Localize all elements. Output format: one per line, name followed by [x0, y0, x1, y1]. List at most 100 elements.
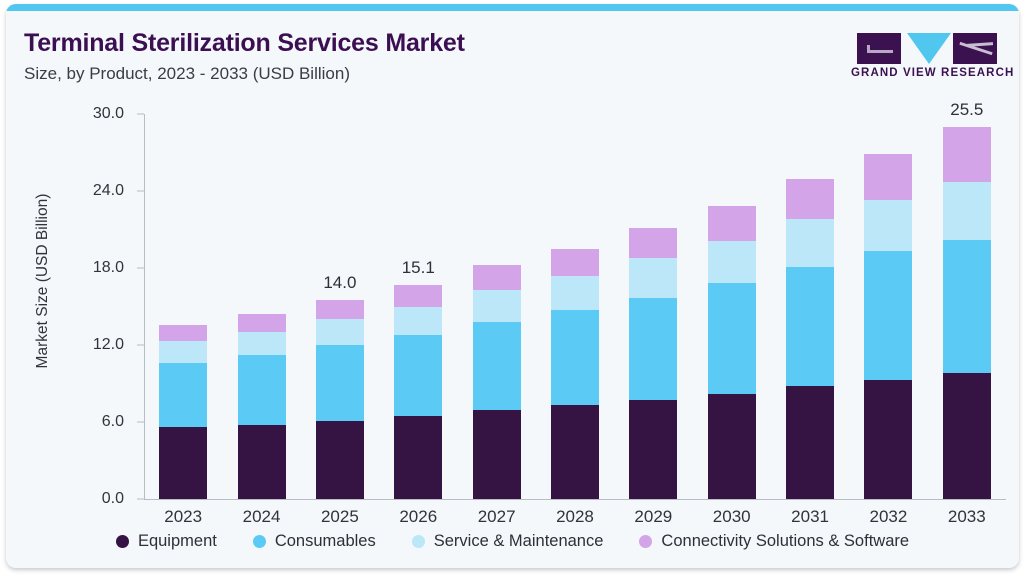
bar-group[interactable]: 2027 — [457, 87, 535, 526]
bar-segment[interactable] — [237, 314, 286, 333]
bar-segment[interactable] — [472, 410, 521, 499]
y-axis-tick-label: 6.0 — [101, 413, 124, 430]
y-axis-tick-mark — [137, 421, 144, 423]
bar-segment[interactable] — [315, 319, 364, 346]
top-accent-bar — [6, 4, 1019, 11]
bar-stack[interactable] — [707, 206, 756, 499]
bar-group[interactable]: 2023 — [144, 87, 222, 526]
bar-group[interactable]: 25.5 2033 — [928, 87, 1006, 526]
y-axis-tick-label: 18.0 — [92, 259, 124, 276]
bar-stack[interactable] — [472, 265, 521, 499]
chart-legend: Equipment Consumables Service & Maintenanc… — [6, 532, 1019, 551]
legend-item[interactable]: Equipment — [115, 532, 217, 551]
bar-segment[interactable] — [550, 275, 599, 311]
legend-swatch-icon — [639, 535, 653, 548]
bar-segment[interactable] — [159, 362, 208, 428]
legend-label: Consumables — [274, 532, 376, 550]
bar-group[interactable]: 15.1 2026 — [379, 87, 457, 526]
bar-segment[interactable] — [237, 332, 286, 356]
bar-segment[interactable] — [159, 324, 208, 342]
y-axis-tick-label: 12.0 — [92, 336, 124, 353]
bar-segment[interactable] — [707, 283, 756, 394]
bar-stack[interactable] — [237, 314, 286, 499]
legend-item[interactable]: Service & Maintenance — [411, 532, 603, 551]
legend-item[interactable]: Connectivity Solutions & Software — [639, 532, 909, 551]
bar-segment[interactable] — [786, 266, 835, 387]
bar-segment[interactable] — [550, 248, 599, 276]
bar-segment[interactable] — [394, 334, 443, 416]
chart-card: Terminal Sterilization Services Market S… — [6, 4, 1019, 568]
logo-marks — [851, 33, 1003, 64]
bar-segment[interactable] — [864, 153, 913, 200]
y-axis-ticks: 0.0 6.0 12.0 18.0 24.0 30.0 — [6, 87, 146, 529]
bar-segment[interactable] — [942, 126, 991, 183]
bar-segment[interactable] — [315, 300, 364, 320]
bar-segment[interactable] — [629, 297, 678, 401]
bar-stack[interactable] — [550, 248, 599, 499]
grand-view-research-logo: GRAND VIEW RESEARCH — [851, 33, 1015, 85]
bar-stack[interactable] — [942, 126, 991, 499]
legend-label: Equipment — [137, 532, 217, 550]
bar-segment[interactable] — [786, 179, 835, 220]
bar-segment[interactable] — [315, 345, 364, 421]
x-axis-line — [144, 499, 1006, 500]
bar-segment[interactable] — [707, 206, 756, 242]
bar-segment[interactable] — [864, 251, 913, 380]
bar-stack[interactable] — [159, 324, 208, 499]
bar-segment[interactable] — [159, 341, 208, 363]
logo-wordmark: GRAND VIEW RESEARCH — [851, 67, 1015, 79]
bar-segment[interactable] — [786, 219, 835, 267]
bar-segment[interactable] — [472, 265, 521, 290]
bar-segment[interactable] — [942, 373, 991, 499]
bar-group[interactable]: 2032 — [849, 87, 927, 526]
bar-group[interactable]: 2024 — [222, 87, 300, 526]
y-axis-tick-mark — [137, 344, 144, 346]
logo-letter-v-icon — [907, 33, 951, 64]
bar-segment[interactable] — [237, 355, 286, 425]
legend-swatch-icon — [252, 535, 266, 548]
page-subtitle: Size, by Product, 2023 - 2033 (USD Billi… — [24, 64, 350, 83]
bar-segment[interactable] — [472, 321, 521, 411]
bar-segment[interactable] — [159, 427, 208, 499]
bar-segment[interactable] — [550, 310, 599, 406]
y-axis-tick-label: 0.0 — [101, 490, 124, 507]
bar-stack[interactable] — [394, 284, 443, 499]
bar-segment[interactable] — [629, 257, 678, 298]
bar-segment[interactable] — [707, 241, 756, 284]
bar-segment[interactable] — [864, 379, 913, 499]
bar-segment[interactable] — [864, 200, 913, 252]
bar-group[interactable]: 2031 — [771, 87, 849, 526]
bar-stack[interactable] — [786, 179, 835, 499]
bar-segment[interactable] — [472, 289, 521, 322]
bar-segment[interactable] — [942, 182, 991, 240]
bar-value-label: 25.5 — [950, 99, 984, 119]
bar-segment[interactable] — [394, 306, 443, 335]
bar-group[interactable]: 2030 — [693, 87, 771, 526]
bar-segment[interactable] — [237, 424, 286, 499]
bar-segment[interactable] — [550, 405, 599, 499]
bar-segment[interactable] — [629, 400, 678, 499]
x-axis-tick-label: 2025 — [320, 507, 359, 526]
bar-segment[interactable] — [942, 239, 991, 374]
bar-group[interactable]: 14.0 2025 — [301, 87, 379, 526]
y-axis-line — [144, 114, 145, 499]
bar-segment[interactable] — [707, 393, 756, 499]
bar-stack[interactable] — [315, 300, 364, 499]
bar-stack[interactable] — [629, 228, 678, 499]
bar-segment[interactable] — [315, 420, 364, 499]
bar-series-container: 2023 2024 14.0 2025 15.1 2026 2027 2028 2029 2030… — [144, 87, 1006, 526]
y-axis-tick-label: 24.0 — [92, 182, 124, 199]
y-axis-tick-label: 30.0 — [92, 105, 124, 122]
bar-segment[interactable] — [629, 228, 678, 258]
x-axis-tick-label: 2031 — [791, 507, 829, 526]
bar-segment[interactable] — [394, 415, 443, 499]
legend-label: Connectivity Solutions & Software — [661, 532, 910, 550]
bar-stack[interactable] — [864, 153, 913, 499]
legend-item[interactable]: Consumables — [252, 532, 376, 551]
bar-segment[interactable] — [394, 284, 443, 307]
bar-group[interactable]: 2028 — [536, 87, 614, 526]
page-title: Terminal Sterilization Services Market — [24, 29, 465, 57]
bar-group[interactable]: 2029 — [614, 87, 692, 526]
x-axis-tick-label: 2029 — [634, 507, 673, 526]
bar-segment[interactable] — [786, 386, 835, 499]
